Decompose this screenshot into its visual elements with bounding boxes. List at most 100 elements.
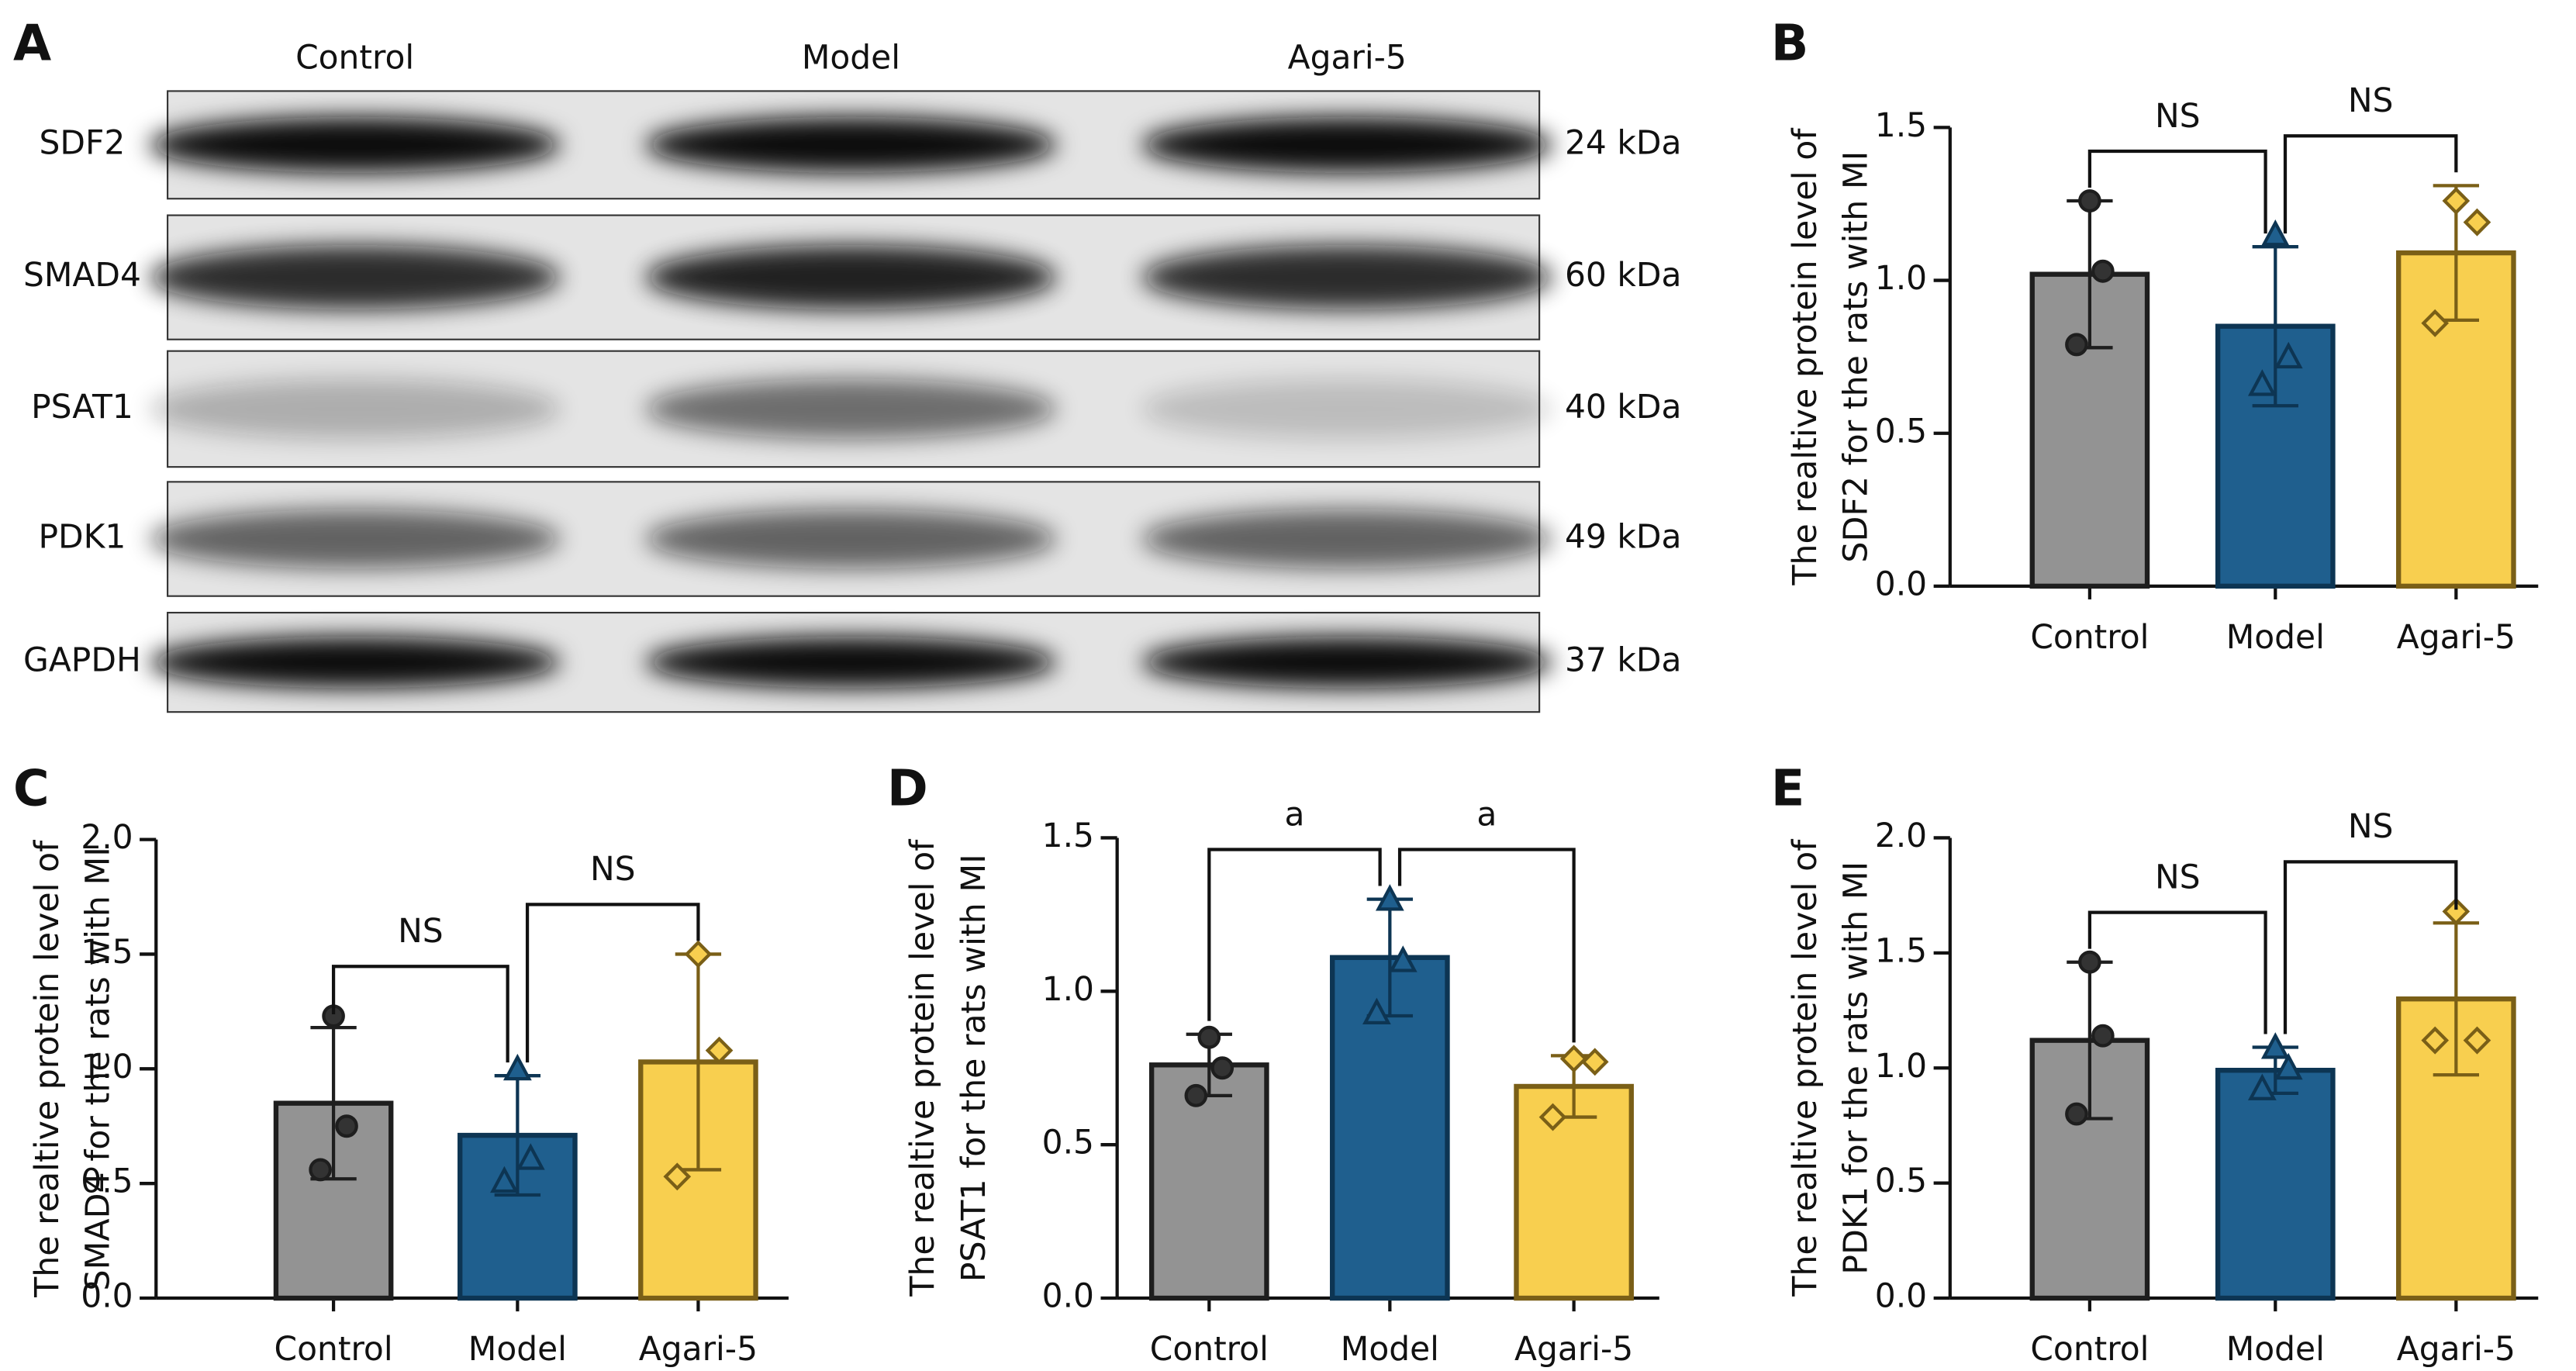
data-point bbox=[2274, 341, 2303, 369]
blot-band bbox=[149, 116, 561, 173]
significance-bracket bbox=[2087, 149, 2267, 234]
row-label: GAPDH bbox=[23, 642, 141, 680]
data-point bbox=[516, 1143, 545, 1170]
data-point bbox=[2421, 1026, 2450, 1055]
bar bbox=[1148, 1062, 1269, 1301]
row-label: SMAD4 bbox=[23, 257, 141, 295]
data-point bbox=[2260, 219, 2290, 247]
blot-band bbox=[645, 636, 1057, 689]
y-tick-label: 1.5 bbox=[1875, 932, 1927, 970]
y-tick-label: 0.0 bbox=[1042, 1277, 1094, 1315]
panel-letter: E bbox=[1771, 760, 1804, 817]
data-point bbox=[1210, 1056, 1234, 1080]
data-point bbox=[1388, 945, 1417, 972]
y-tick-label: 0.0 bbox=[1875, 565, 1927, 603]
x-tick-label: Model bbox=[2226, 619, 2325, 657]
data-point bbox=[1362, 997, 1391, 1024]
data-point bbox=[2065, 333, 2088, 357]
bar bbox=[1514, 1083, 1634, 1301]
data-point bbox=[1580, 1048, 1609, 1076]
y-axis-label: SMAD4 for the rats with MI bbox=[80, 847, 118, 1290]
data-point bbox=[2463, 1026, 2491, 1055]
size-label: 37 kDa bbox=[1565, 642, 1681, 680]
panel-letter: B bbox=[1771, 15, 1808, 72]
y-tick-label: 0.0 bbox=[81, 1277, 133, 1315]
blot-band bbox=[1141, 378, 1553, 440]
significance-bracket bbox=[2283, 134, 2458, 234]
y-axis-label: The realtive protein level of bbox=[29, 840, 67, 1298]
data-point bbox=[1375, 884, 1404, 911]
y-tick-label: 0.0 bbox=[1875, 1277, 1927, 1315]
data-point bbox=[2421, 309, 2450, 337]
data-point bbox=[2065, 1102, 2088, 1126]
y-tick-label: 1.0 bbox=[81, 1048, 133, 1086]
blot-band bbox=[645, 378, 1057, 440]
y-axis-label: PSAT1 for the rats with MI bbox=[955, 854, 993, 1282]
size-label: 40 kDa bbox=[1565, 389, 1681, 426]
data-point bbox=[2442, 897, 2471, 926]
panel-letter: C bbox=[13, 760, 50, 817]
y-axis-label: The realtive protein level of bbox=[1787, 128, 1825, 586]
x-tick-label: Control bbox=[1150, 1331, 1269, 1369]
y-axis-label: The realtive protein level of bbox=[1787, 839, 1825, 1297]
y-axis-label: SDF2 for the rats with MI bbox=[1838, 151, 1876, 563]
data-point bbox=[2274, 1052, 2303, 1080]
blot-band bbox=[149, 509, 561, 569]
data-point bbox=[490, 1166, 519, 1193]
y-tick-label: 1.5 bbox=[81, 934, 133, 972]
y-tick-label: 0.5 bbox=[1042, 1124, 1094, 1162]
data-point bbox=[2091, 259, 2115, 283]
blot-band bbox=[149, 378, 561, 440]
blot-band bbox=[645, 245, 1057, 310]
lane-label: Control bbox=[295, 39, 414, 77]
blot-band bbox=[645, 509, 1057, 569]
y-axis-label: The realtive protein level of bbox=[904, 839, 942, 1297]
blot-band bbox=[149, 636, 561, 689]
x-tick-label: Model bbox=[2226, 1331, 2325, 1369]
data-point bbox=[705, 1036, 734, 1065]
x-tick-label: Agari-5 bbox=[639, 1331, 758, 1369]
x-tick-label: Control bbox=[275, 1331, 393, 1369]
data-point bbox=[2247, 369, 2277, 396]
y-tick-label: 1.5 bbox=[1042, 817, 1094, 855]
y-tick-label: 0.5 bbox=[1875, 1162, 1927, 1200]
y-tick-label: 0.5 bbox=[1875, 413, 1927, 451]
lane-label: Model bbox=[802, 39, 900, 77]
significance-label: NS bbox=[2348, 808, 2394, 846]
lane-label: Agari-5 bbox=[1288, 39, 1407, 77]
significance-label: NS bbox=[2348, 82, 2394, 120]
data-point bbox=[2463, 208, 2491, 237]
x-tick-label: Model bbox=[1341, 1331, 1439, 1369]
row-label: SDF2 bbox=[40, 124, 126, 162]
significance-bracket bbox=[1207, 848, 1382, 1021]
significance-label: NS bbox=[590, 851, 636, 889]
panel-letter: A bbox=[13, 15, 52, 72]
data-point bbox=[2091, 1024, 2115, 1048]
size-label: 24 kDa bbox=[1565, 124, 1681, 162]
data-point bbox=[2442, 187, 2471, 216]
y-tick-label: 1.5 bbox=[1875, 107, 1927, 145]
y-tick-label: 1.0 bbox=[1875, 260, 1927, 298]
y-tick-label: 1.0 bbox=[1042, 971, 1094, 1009]
data-point bbox=[2260, 1032, 2290, 1059]
significance-bracket bbox=[2283, 860, 2458, 1034]
y-tick-label: 2.0 bbox=[81, 819, 133, 857]
data-point bbox=[663, 1162, 692, 1191]
y-tick-label: 1.0 bbox=[1875, 1048, 1927, 1086]
x-tick-label: Control bbox=[2030, 1331, 2149, 1369]
significance-label: a bbox=[1476, 796, 1497, 834]
significance-label: NS bbox=[398, 913, 444, 951]
y-axis-label: PDK1 for the rats with MI bbox=[1838, 862, 1876, 1275]
blot-band bbox=[149, 245, 561, 310]
data-point bbox=[502, 1053, 532, 1081]
blot-band bbox=[1141, 636, 1553, 689]
x-tick-label: Model bbox=[468, 1331, 567, 1369]
x-tick-label: Control bbox=[2030, 619, 2149, 657]
data-point bbox=[1197, 1025, 1221, 1049]
data-point bbox=[2078, 950, 2101, 974]
significance-bracket bbox=[1397, 848, 1576, 1043]
y-tick-label: 0.5 bbox=[81, 1163, 133, 1201]
x-tick-label: Agari-5 bbox=[2397, 1331, 2516, 1369]
